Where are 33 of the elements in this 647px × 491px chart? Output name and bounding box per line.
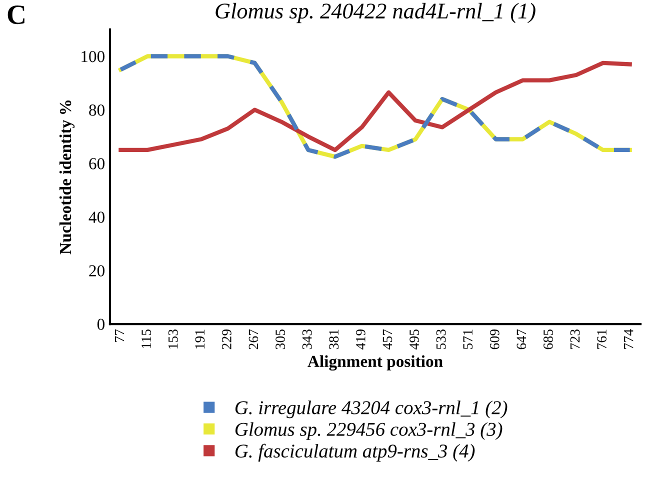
y-tick-label: 20	[89, 265, 104, 276]
x-tick-label: 229	[222, 329, 232, 350]
y-tick-label: 40	[88, 212, 104, 223]
x-tick-label: 267	[248, 329, 258, 350]
text: C	[8, 5, 24, 24]
x-tick-label: 774	[624, 329, 634, 349]
y-tick-label: 0	[97, 318, 104, 330]
x-tick-label: 457	[382, 329, 392, 350]
x-tick-label: 343	[302, 329, 312, 350]
x-axis-title: Alignment position	[308, 355, 443, 371]
x-tick-label: 419	[356, 329, 366, 350]
y-tick-label: 100	[82, 50, 104, 62]
chart-title: Glomus sp. 240422 nad4L-rnl_1 (1)	[216, 2, 536, 24]
y-tick-label: 80	[89, 104, 104, 116]
x-tick-label: 77	[114, 329, 124, 342]
legend-label: G. irregulare 43204 cox3-rnl_1 (2)	[235, 400, 508, 418]
x-tick-label: 153	[168, 329, 178, 349]
y-tick-label: 60	[89, 158, 104, 170]
legend-label: Glomus sp. 229456 cox3-rnl_3 (3)	[235, 422, 502, 440]
x-tick-label: 685	[544, 329, 553, 350]
x-tick-label: 495	[410, 329, 419, 350]
legend-label: G. fasciculatum atp9-rns_3 (4)	[235, 444, 475, 462]
x-tick-label: 723	[570, 329, 580, 349]
x-tick-label: 647	[516, 329, 526, 350]
y-axis-title: Nucleotide identity %	[59, 100, 75, 254]
x-tick-label: 609	[490, 329, 500, 350]
x-tick-label: 533	[436, 329, 446, 349]
x-tick-label: 305	[276, 329, 285, 350]
x-tick-label: 115	[142, 329, 151, 348]
x-tick-label: 761	[597, 330, 606, 349]
x-tick-label: 571	[463, 330, 473, 349]
x-tick-label: 191	[195, 330, 205, 349]
x-tick-label: 381	[329, 330, 339, 350]
